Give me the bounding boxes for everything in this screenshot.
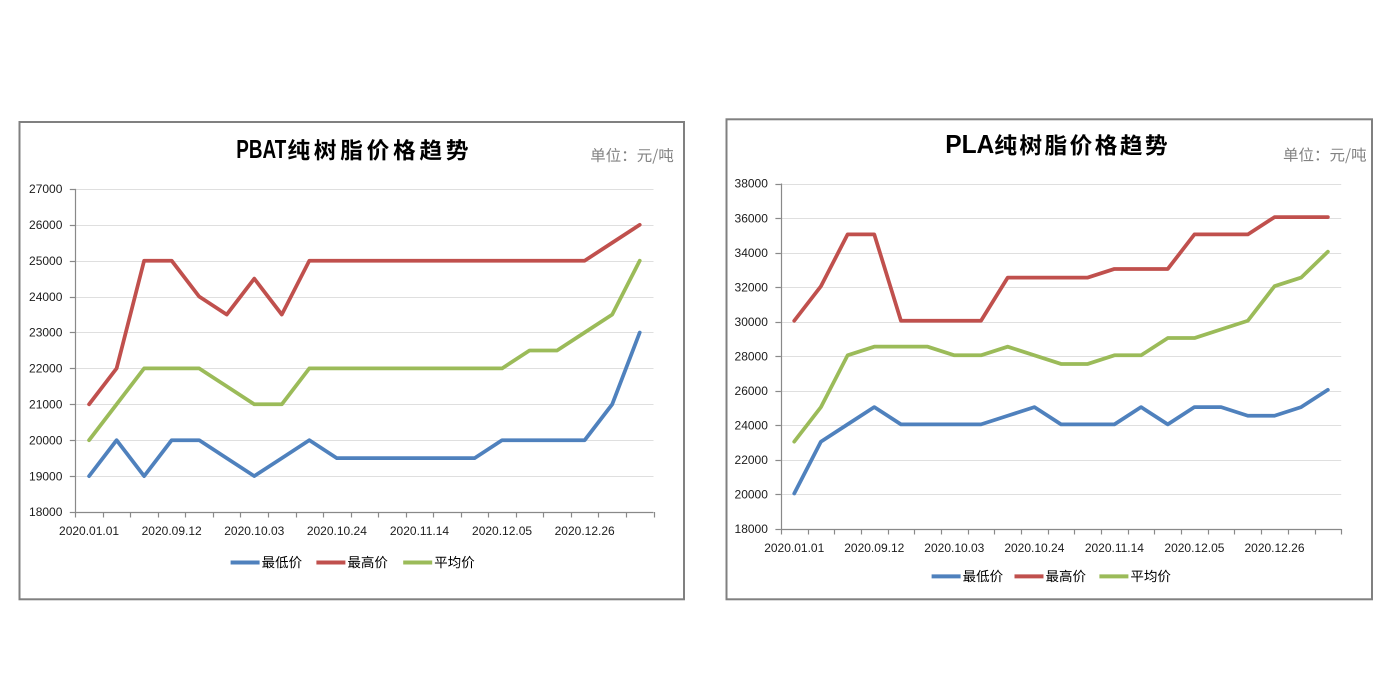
svg-text:2020.12.05: 2020.12.05	[1164, 541, 1224, 555]
svg-text:PBAT: PBAT	[236, 134, 286, 164]
svg-text:27000: 27000	[29, 182, 63, 196]
svg-text:2020.12.26: 2020.12.26	[1244, 541, 1304, 555]
svg-text:19000: 19000	[29, 469, 63, 483]
svg-text:20000: 20000	[29, 433, 63, 447]
svg-text:21000: 21000	[29, 398, 63, 412]
svg-text:2020.12.26: 2020.12.26	[555, 524, 615, 538]
svg-text:32000: 32000	[735, 280, 769, 294]
svg-text:24000: 24000	[735, 419, 769, 433]
svg-text:2020.11.14: 2020.11.14	[390, 524, 449, 538]
svg-text:18000: 18000	[735, 522, 769, 536]
svg-text:36000: 36000	[735, 211, 769, 225]
svg-text:22000: 22000	[29, 362, 63, 376]
svg-text:30000: 30000	[735, 315, 769, 329]
svg-text:2020.10.24: 2020.10.24	[1004, 541, 1064, 555]
svg-text:2020.01.01: 2020.01.01	[59, 524, 119, 538]
svg-text:24000: 24000	[29, 290, 63, 304]
svg-text:22000: 22000	[735, 453, 769, 467]
svg-text:2020.10.03: 2020.10.03	[924, 541, 984, 555]
svg-text:26000: 26000	[735, 384, 769, 398]
svg-text:2020.01.01: 2020.01.01	[764, 541, 824, 555]
svg-text:23000: 23000	[29, 326, 63, 340]
svg-text:25000: 25000	[29, 254, 63, 268]
svg-text:34000: 34000	[735, 246, 769, 260]
svg-text:2020.09.12: 2020.09.12	[844, 541, 904, 555]
svg-text:2020.10.24: 2020.10.24	[307, 524, 367, 538]
svg-text:2020.11.14: 2020.11.14	[1085, 541, 1144, 555]
svg-text:20000: 20000	[735, 488, 769, 502]
svg-text:18000: 18000	[29, 505, 63, 519]
svg-text:2020.12.05: 2020.12.05	[472, 524, 532, 538]
svg-text:PLA: PLA	[945, 129, 994, 159]
svg-text:28000: 28000	[735, 349, 769, 363]
svg-text:26000: 26000	[29, 218, 63, 232]
svg-text:2020.09.12: 2020.09.12	[142, 524, 202, 538]
svg-text:2020.10.03: 2020.10.03	[224, 524, 284, 538]
svg-text:38000: 38000	[735, 177, 769, 191]
